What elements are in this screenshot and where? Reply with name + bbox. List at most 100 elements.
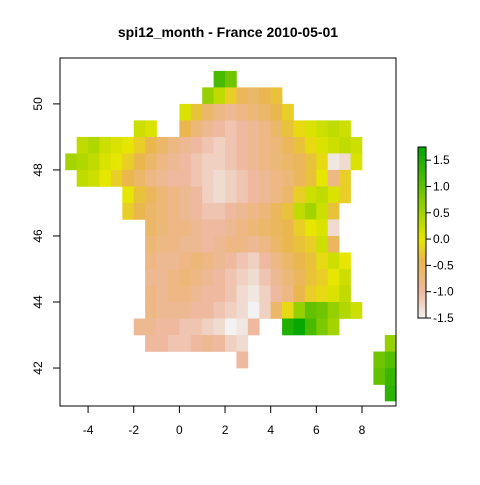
colorbar-segment bbox=[418, 175, 426, 179]
raster-cell bbox=[225, 186, 237, 204]
raster-cell bbox=[247, 318, 260, 336]
colorbar-segment bbox=[418, 201, 426, 205]
raster-cell bbox=[259, 219, 271, 237]
raster-cell bbox=[145, 120, 157, 138]
raster-cell bbox=[282, 202, 294, 220]
raster-cell bbox=[179, 285, 192, 303]
colorbar-segment bbox=[418, 164, 426, 168]
raster-cell bbox=[145, 268, 157, 286]
raster-cell bbox=[316, 252, 329, 270]
raster-cell bbox=[327, 268, 340, 286]
raster-cell bbox=[282, 169, 294, 187]
x-tick-label: 4 bbox=[267, 423, 274, 437]
colorbar-segment bbox=[418, 261, 426, 265]
raster-cell bbox=[282, 136, 294, 154]
raster-cell bbox=[247, 186, 260, 204]
raster-cell bbox=[76, 136, 89, 154]
raster-cell bbox=[339, 268, 351, 286]
raster-cell bbox=[350, 301, 363, 319]
raster-cell bbox=[122, 186, 135, 204]
colorbar-segment bbox=[418, 263, 426, 268]
raster-cell bbox=[236, 202, 249, 220]
raster-cell bbox=[202, 87, 214, 105]
raster-cell bbox=[202, 219, 214, 237]
raster-cell bbox=[304, 202, 317, 220]
raster-cell bbox=[167, 169, 180, 187]
raster-cell bbox=[179, 318, 192, 336]
raster-cell bbox=[293, 153, 306, 171]
raster-cell bbox=[282, 268, 294, 286]
raster-cell bbox=[270, 103, 283, 121]
raster-cell bbox=[327, 202, 340, 220]
raster-cell bbox=[156, 285, 169, 303]
raster-cell bbox=[225, 120, 237, 138]
raster-cell bbox=[259, 268, 271, 286]
raster-cell bbox=[259, 136, 271, 154]
raster-cell bbox=[316, 219, 329, 237]
raster-cell bbox=[88, 153, 100, 171]
raster-cell bbox=[236, 301, 249, 319]
raster-cell bbox=[293, 318, 306, 336]
raster-cell bbox=[213, 318, 226, 336]
raster-cell bbox=[202, 252, 214, 270]
raster-cell bbox=[270, 169, 283, 187]
raster-cell bbox=[179, 252, 192, 270]
colorbar-segment bbox=[418, 266, 426, 271]
raster-cell bbox=[190, 186, 203, 204]
colorbar-tick-label: -0.5 bbox=[433, 258, 454, 272]
raster-cell bbox=[247, 235, 260, 253]
raster-cell bbox=[236, 136, 249, 154]
raster-cell bbox=[270, 87, 283, 105]
raster-cell bbox=[145, 186, 157, 204]
raster-cell bbox=[304, 120, 317, 138]
raster-cell bbox=[167, 186, 180, 204]
colorbar-segment bbox=[418, 243, 426, 248]
raster-cell bbox=[316, 153, 329, 171]
x-tick-label: 6 bbox=[313, 423, 320, 437]
raster-cell bbox=[384, 368, 397, 385]
raster-cell bbox=[156, 186, 169, 204]
raster-cell bbox=[236, 153, 249, 171]
raster-cell bbox=[259, 186, 271, 204]
raster-cell bbox=[316, 202, 329, 220]
raster-cell bbox=[145, 219, 157, 237]
raster-cell bbox=[213, 268, 226, 286]
raster-cell bbox=[282, 252, 294, 270]
raster-cell bbox=[179, 103, 192, 121]
raster-cell bbox=[225, 70, 237, 88]
raster-cell bbox=[304, 186, 317, 204]
raster-cell bbox=[247, 285, 260, 303]
raster-cell bbox=[225, 335, 237, 352]
raster-cell bbox=[213, 219, 226, 237]
raster-cell bbox=[270, 301, 283, 319]
raster-cell bbox=[202, 268, 214, 286]
raster-cell bbox=[156, 252, 169, 270]
raster-cell bbox=[76, 153, 89, 171]
raster-cell bbox=[133, 120, 146, 138]
raster-cell bbox=[190, 235, 203, 253]
raster-cell bbox=[259, 87, 271, 105]
raster-cell bbox=[339, 153, 351, 171]
raster-cell bbox=[225, 153, 237, 171]
raster-cell bbox=[327, 186, 340, 204]
raster-cell bbox=[282, 219, 294, 237]
raster-cell bbox=[110, 136, 123, 154]
raster-cell bbox=[202, 120, 214, 138]
colorbar-segment bbox=[418, 303, 426, 308]
raster-cell bbox=[225, 169, 237, 187]
raster-cell bbox=[122, 202, 135, 220]
raster-cell bbox=[225, 202, 237, 220]
raster-cell bbox=[99, 169, 112, 187]
raster-cell bbox=[145, 136, 157, 154]
raster-cell bbox=[293, 301, 306, 319]
raster-cell bbox=[316, 285, 329, 303]
colorbar-segment bbox=[418, 258, 426, 262]
raster-cell bbox=[190, 103, 203, 121]
colorbar-segment bbox=[418, 192, 426, 196]
raster-cell bbox=[270, 285, 283, 303]
raster-cell bbox=[327, 136, 340, 154]
raster-cell bbox=[156, 301, 169, 319]
raster-cell bbox=[202, 153, 214, 171]
raster-cell bbox=[270, 219, 283, 237]
raster-cell bbox=[293, 219, 306, 237]
